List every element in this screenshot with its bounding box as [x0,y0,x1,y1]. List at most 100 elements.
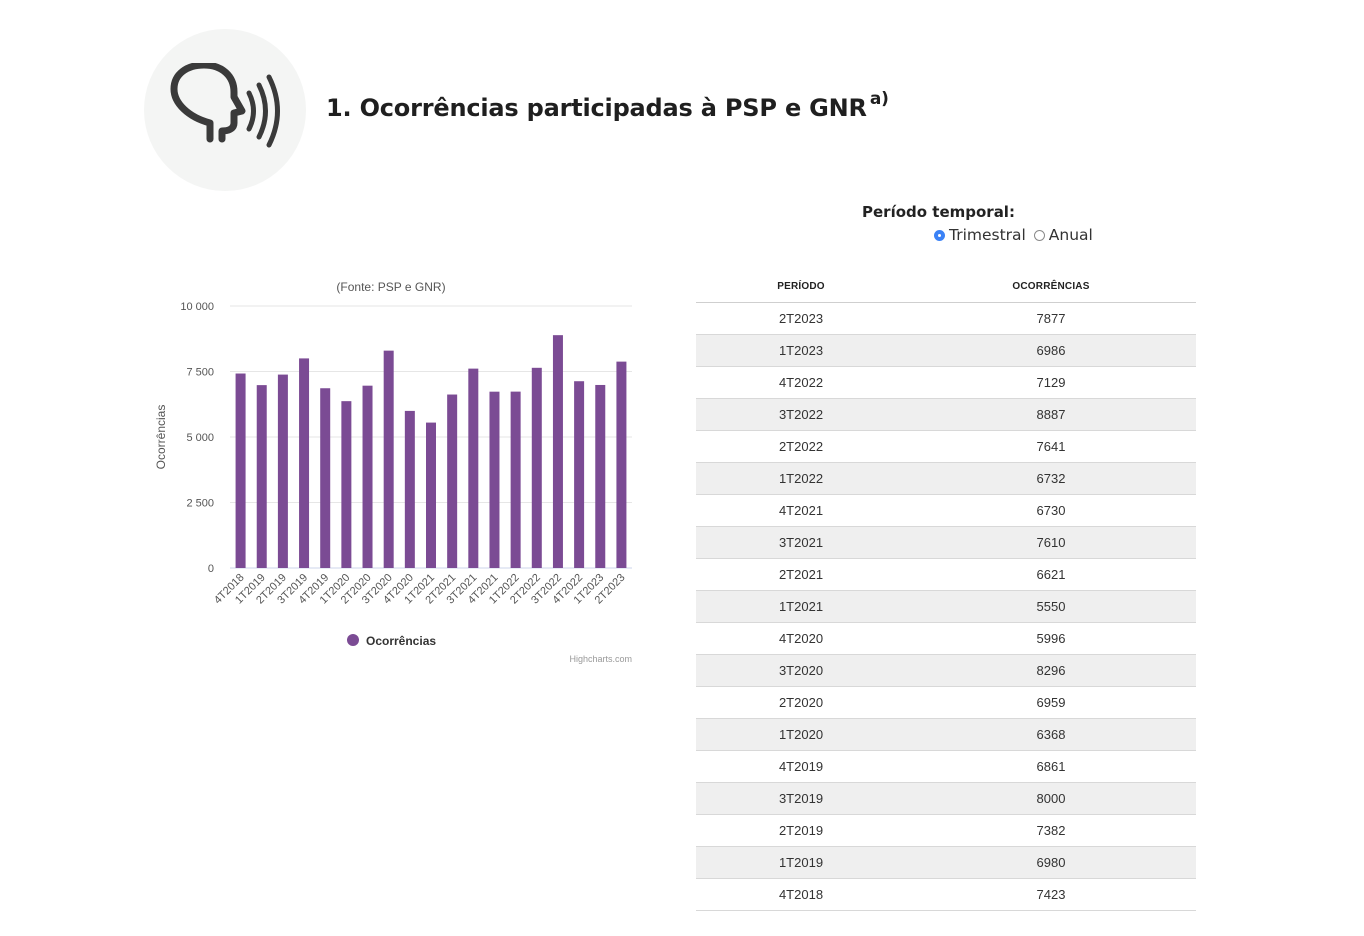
table-cell-ocorrencias: 7641 [906,430,1196,463]
table-row: 2T2023 7877 [696,302,1196,335]
radio-trimestral[interactable] [934,229,945,241]
table-cell-periodo: 3T2021 [696,526,906,559]
table-cell-ocorrencias: 6368 [906,718,1196,751]
table-row: 1T2023 6986 [696,334,1196,367]
column-header-periodo: PERÍODO [696,270,906,303]
table-row: 3T2022 8887 [696,398,1196,431]
table-cell-periodo: 1T2022 [696,462,906,495]
table-row: 2T2020 6959 [696,686,1196,719]
page-title: 1. Ocorrências participadas à PSP e GNR a… [326,89,889,122]
chart-subtitle: (Fonte: PSP e GNR) [336,280,445,294]
table-cell-ocorrencias: 8000 [906,782,1196,815]
y-tick-label: 7 500 [186,367,214,379]
table-cell-periodo: 2T2022 [696,430,906,463]
bar [299,358,310,568]
bar [341,401,352,568]
bar [616,361,627,568]
table-cell-periodo: 1T2019 [696,846,906,879]
table-cell-ocorrencias: 6861 [906,750,1196,783]
legend-marker [347,634,359,646]
bar [574,381,585,568]
page-title-text: 1. Ocorrências participadas à PSP e GNR [326,94,867,122]
table-header-row: PERÍODO OCORRÊNCIAS [696,270,1196,303]
table-cell-periodo: 1T2023 [696,334,906,367]
bar [404,410,415,568]
table-cell-ocorrencias: 6732 [906,462,1196,495]
radio-option-anual[interactable]: Anual [1033,226,1093,244]
chart-container: (Fonte: PSP e GNR) 0 2 500 5 000 7 500 10 000… [150,270,640,670]
speaking-head-icon [170,63,280,148]
radio-option-trimestral[interactable]: Trimestral [934,226,1026,244]
period-radio-group: Trimestral Anual [934,226,1093,245]
table-cell-periodo: 4T2019 [696,750,906,783]
table-cell-periodo: 1T2020 [696,718,906,751]
table-row: 2T2022 7641 [696,430,1196,463]
table-cell-ocorrencias: 7382 [906,814,1196,847]
y-tick-label: 0 [208,563,214,575]
column-header-ocorrencias: OCORRÊNCIAS [906,270,1196,303]
table-cell-ocorrencias: 6621 [906,558,1196,591]
logo-circle [144,29,306,191]
table-cell-periodo: 2T2021 [696,558,906,591]
table-row: 1T2021 5550 [696,590,1196,623]
bar [320,388,331,568]
table-cell-periodo: 4T2018 [696,878,906,911]
table-row: 4T2018 7423 [696,878,1196,911]
bar [510,391,521,568]
bar [447,394,458,568]
table-body: 2T2023 7877 1T2023 6986 4T2022 7129 3T2022 8887… [696,302,1196,911]
chart-credits: Highcharts.com [569,654,632,664]
table-cell-periodo: 2T2023 [696,302,906,335]
table-cell-ocorrencias: 5550 [906,590,1196,623]
radio-trimestral-label: Trimestral [949,226,1026,244]
table-cell-periodo: 3T2020 [696,654,906,687]
bar [426,422,436,568]
table-cell-ocorrencias: 8296 [906,654,1196,687]
table-row: 4T2020 5996 [696,622,1196,655]
bar [362,385,373,568]
table-cell-periodo: 3T2019 [696,782,906,815]
data-table: PERÍODO OCORRÊNCIAS 2T2023 7877 1T2023 6986… [696,270,1196,911]
table-cell-ocorrencias: 8887 [906,398,1196,431]
table-row: 3T2019 8000 [696,782,1196,815]
table-cell-periodo: 1T2021 [696,590,906,623]
table-row: 3T2021 7610 [696,526,1196,559]
table-cell-ocorrencias: 6986 [906,334,1196,367]
period-selector: Período temporal: Trimestral Anual [862,203,1093,244]
bar-chart: (Fonte: PSP e GNR) 0 2 500 5 000 7 500 10 000… [154,280,632,664]
table-cell-periodo: 4T2020 [696,622,906,655]
bar [468,368,479,568]
y-tick-label: 5 000 [186,432,214,444]
bar [277,374,288,568]
table-cell-periodo: 4T2021 [696,494,906,527]
table-cell-ocorrencias: 5996 [906,622,1196,655]
table-row: 3T2020 8296 [696,654,1196,687]
bar [595,384,606,568]
table-cell-periodo: 2T2019 [696,814,906,847]
table-cell-ocorrencias: 6730 [906,494,1196,527]
table-row: 4T2022 7129 [696,366,1196,399]
table-row: 4T2021 6730 [696,494,1196,527]
legend-item: Ocorrências [366,634,436,648]
table-cell-ocorrencias: 7423 [906,878,1196,911]
page-title-note: a) [869,89,889,109]
table-row: 2T2019 7382 [696,814,1196,847]
bar [531,367,542,568]
table-cell-ocorrencias: 7610 [906,526,1196,559]
bar [235,373,246,568]
y-tick-label: 10 000 [180,301,214,313]
table-cell-ocorrencias: 6959 [906,686,1196,719]
table-row: 4T2019 6861 [696,750,1196,783]
table-cell-ocorrencias: 7129 [906,366,1196,399]
table-cell-periodo: 3T2022 [696,398,906,431]
table-row: 1T2020 6368 [696,718,1196,751]
bar [256,385,267,568]
radio-anual[interactable] [1033,229,1045,241]
bar [552,335,563,568]
table-row: 1T2019 6980 [696,846,1196,879]
table-row: 2T2021 6621 [696,558,1196,591]
y-tick-label: 2 500 [186,498,214,510]
table-cell-ocorrencias: 7877 [906,302,1196,335]
y-axis-title: Ocorrências [154,405,168,470]
table-cell-periodo: 4T2022 [696,366,906,399]
